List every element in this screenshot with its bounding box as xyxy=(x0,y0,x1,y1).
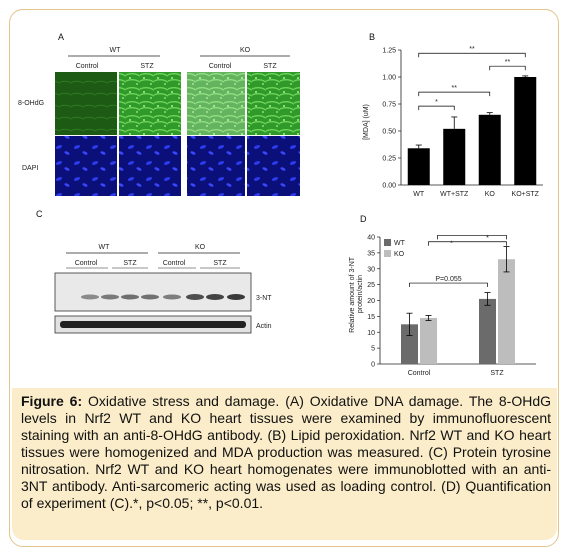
panel-a-micrographs: A WT KO Control STZ Control STZ 8-OHdG D… xyxy=(18,32,300,196)
panel-b-ytick-label: 0.00 xyxy=(382,183,396,190)
panel-d-ytick-label: 10 xyxy=(367,330,375,337)
caption-text: Oxidative stress and damage. (A) Oxidati… xyxy=(21,393,552,511)
panel-b-bar xyxy=(443,128,466,185)
panel-d-ytick-label: 25 xyxy=(367,282,375,289)
panel-b-significance-label: ** xyxy=(505,59,511,66)
panel-b-letter: B xyxy=(369,32,375,42)
micrograph-ko-control-8ohdg xyxy=(187,72,245,135)
caption-box xyxy=(12,388,557,540)
band-label-3nt: 3-NT xyxy=(256,295,272,302)
panel-c-blot: C WT KO Control STZ Control STZ 3-NT Act… xyxy=(36,209,272,334)
panel-b-ytick-label: 0.75 xyxy=(382,102,396,109)
micrograph-wt-stz-dapi xyxy=(119,136,181,196)
band-3nt-4 xyxy=(141,294,159,300)
panel-b-ytick-label: 0.25 xyxy=(382,156,396,163)
band-3nt-5 xyxy=(163,294,181,300)
blot-3nt-strip xyxy=(54,272,252,312)
panel-d-ytick-label: 15 xyxy=(367,314,375,321)
panel-d-bar xyxy=(479,298,496,364)
micrograph-ko-stz-dapi xyxy=(247,136,300,196)
panel-a-cond-2: STZ xyxy=(140,63,154,70)
panel-b-significance-bracket xyxy=(418,91,491,97)
panel-d-legend-label: WT xyxy=(394,240,406,247)
panel-d-bar xyxy=(401,324,418,364)
panel-d-ytick-label: 20 xyxy=(367,298,375,305)
panel-b-significance-label: * xyxy=(435,99,438,106)
panel-b-significance-bracket xyxy=(418,52,526,58)
panel-a-row-ohdg: 8-OHdG xyxy=(18,100,44,107)
micrograph-wt-control-8ohdg xyxy=(55,72,117,135)
band-3nt-2 xyxy=(101,294,119,300)
panel-d-ytick-label: 35 xyxy=(367,250,375,257)
band-3nt-8 xyxy=(227,294,245,300)
panel-d-significance-bracket xyxy=(437,235,507,240)
panel-a-group-ko: KO xyxy=(240,47,251,54)
panel-c-cond-1: Control xyxy=(75,260,98,267)
panel-c-cond-4: STZ xyxy=(213,260,227,267)
figure-frame xyxy=(9,9,559,547)
band-3nt-1 xyxy=(81,294,99,300)
panel-d-significance-label: P=0.055 xyxy=(435,276,461,283)
band-3nt-6 xyxy=(186,294,204,300)
panel-b-ytick-label: 1.00 xyxy=(382,75,396,82)
panel-b-ylabel: [MDA] (uM) xyxy=(363,104,370,140)
panel-d-category-label: STZ xyxy=(490,370,504,377)
panel-a-cond-4: STZ xyxy=(263,63,277,70)
panel-d-legend-label: KO xyxy=(394,251,405,258)
panel-d-ytick-label: 0 xyxy=(371,362,375,369)
panel-c-group-ko: KO xyxy=(195,244,206,251)
panel-b-significance-bracket xyxy=(418,105,455,111)
panel-d-ytick-label: 40 xyxy=(367,235,375,242)
band-label-actin: Actin xyxy=(256,323,272,330)
panel-a-group-wt: WT xyxy=(110,47,122,54)
band-3nt-3 xyxy=(121,294,139,300)
panel-d-ytick-label: 5 xyxy=(371,346,375,353)
panel-a-cond-1: Control xyxy=(76,63,99,70)
panel-a-cond-3: Control xyxy=(209,63,232,70)
panel-d-ylabel: Relative amount of 3-NT protein/actin xyxy=(349,255,364,333)
panel-d-bar xyxy=(420,317,437,364)
panel-d-legend-swatch xyxy=(384,250,391,257)
figure-caption: Figure 6: Oxidative stress and damage. (… xyxy=(21,393,551,512)
micrograph-ko-control-dapi xyxy=(187,136,245,196)
panel-b-bar xyxy=(514,77,537,185)
panel-c-letter: C xyxy=(36,209,43,219)
panel-b-significance-bracket xyxy=(489,65,526,71)
panel-b-ytick-label: 1.25 xyxy=(382,48,396,55)
panel-d-ytick-label: 30 xyxy=(367,266,375,273)
panel-c-cond-3: Control xyxy=(163,260,186,267)
panel-c-cond-2: STZ xyxy=(123,260,137,267)
panel-d-significance-bracket xyxy=(428,241,507,246)
panel-d-significance-label: * xyxy=(486,235,489,242)
panel-b-bar xyxy=(478,114,501,185)
band-actin xyxy=(60,321,246,328)
panel-a-letter: A xyxy=(58,32,64,42)
micrograph-wt-stz-8ohdg xyxy=(119,72,181,135)
panel-d-significance-bracket xyxy=(409,282,488,288)
micrograph-wt-control-dapi xyxy=(55,136,117,196)
panel-b-category-label: KO+STZ xyxy=(512,191,540,198)
panel-d-chart: D Relative amount of 3-NT protein/actin … xyxy=(349,214,536,377)
panel-b-chart: B [MDA] (uM) 0.00 0.25 0.50 0.75 1.00 1.25 WT W… xyxy=(363,32,543,198)
band-3nt-7 xyxy=(206,294,224,300)
panel-b-category-label: WT+STZ xyxy=(440,191,469,198)
panel-d-letter: D xyxy=(360,214,367,224)
panel-b-category-label: KO xyxy=(485,191,496,198)
panel-b-significance-label: ** xyxy=(469,46,475,53)
panel-a-row-dapi: DAPI xyxy=(22,165,38,172)
panel-b-category-label: WT xyxy=(413,191,425,198)
panel-b-bar xyxy=(407,148,430,185)
caption-label: Figure 6: xyxy=(21,393,83,409)
panel-d-bar xyxy=(498,259,515,364)
panel-b-ytick-label: 0.50 xyxy=(382,129,396,136)
panel-d-legend-swatch xyxy=(384,239,391,246)
micrograph-ko-stz-8ohdg xyxy=(247,72,300,135)
panel-d-ylabel-line2: protein/actin xyxy=(357,275,364,313)
panel-d-significance-label: * xyxy=(450,240,453,247)
panel-c-group-wt: WT xyxy=(99,244,111,251)
panel-d-ylabel-line1: Relative amount of 3-NT xyxy=(349,256,356,333)
panel-d-category-label: Control xyxy=(408,370,431,377)
panel-b-significance-label: ** xyxy=(452,85,458,92)
